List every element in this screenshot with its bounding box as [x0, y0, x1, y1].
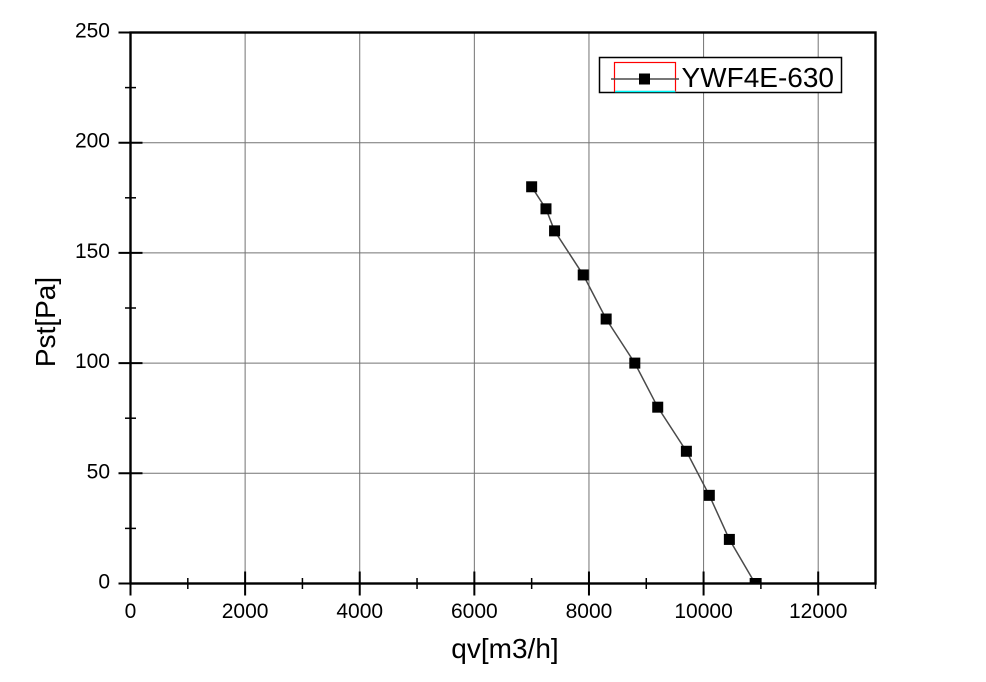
y-tick-label: 200 [75, 130, 110, 153]
legend-sample-marker-icon [639, 73, 650, 85]
x-tick-label: 10000 [674, 600, 732, 623]
x-tick-label: 6000 [451, 600, 498, 623]
x-tick-label: 8000 [566, 600, 613, 623]
y-tick-label: 250 [75, 20, 110, 43]
data-point-marker [549, 225, 561, 237]
y-tick-label: 0 [98, 571, 110, 594]
data-point-marker [629, 357, 641, 369]
tick-labels: 0 2000 4000 6000 8000 10000 12000 0 50 100 150 200 2… [75, 20, 847, 624]
x-tick-label: 0 [125, 600, 137, 623]
data-point-marker [703, 489, 715, 501]
x-tick-label: 4000 [336, 600, 383, 623]
data-point-marker [600, 313, 612, 325]
y-axis-title: Pst[Pa] [30, 277, 61, 367]
y-tick-label: 50 [87, 460, 110, 483]
data-point-marker [577, 269, 589, 281]
x-tick-label: 12000 [789, 600, 847, 623]
data-point-marker [749, 578, 761, 584]
legend-series-label: YWF4E-630 [682, 62, 835, 93]
data-point-marker [540, 203, 552, 215]
data-point-marker [652, 401, 664, 413]
gridlines [130, 32, 876, 584]
data-point-marker [526, 181, 538, 193]
data-line [531, 186, 756, 584]
y-tick-label: 150 [75, 240, 110, 263]
data-point-marker [723, 533, 735, 545]
x-tick-label: 2000 [222, 600, 269, 623]
axis-ticks [118, 31, 877, 596]
y-tick-label: 100 [75, 350, 110, 373]
x-axis-title: qv[m3/h] [451, 633, 558, 664]
data-series [526, 181, 761, 584]
legend-box[interactable] [598, 56, 843, 94]
data-point-marker [680, 445, 692, 457]
legend[interactable]: YWF4E-630 [598, 56, 843, 94]
plot-frame [129, 31, 877, 585]
